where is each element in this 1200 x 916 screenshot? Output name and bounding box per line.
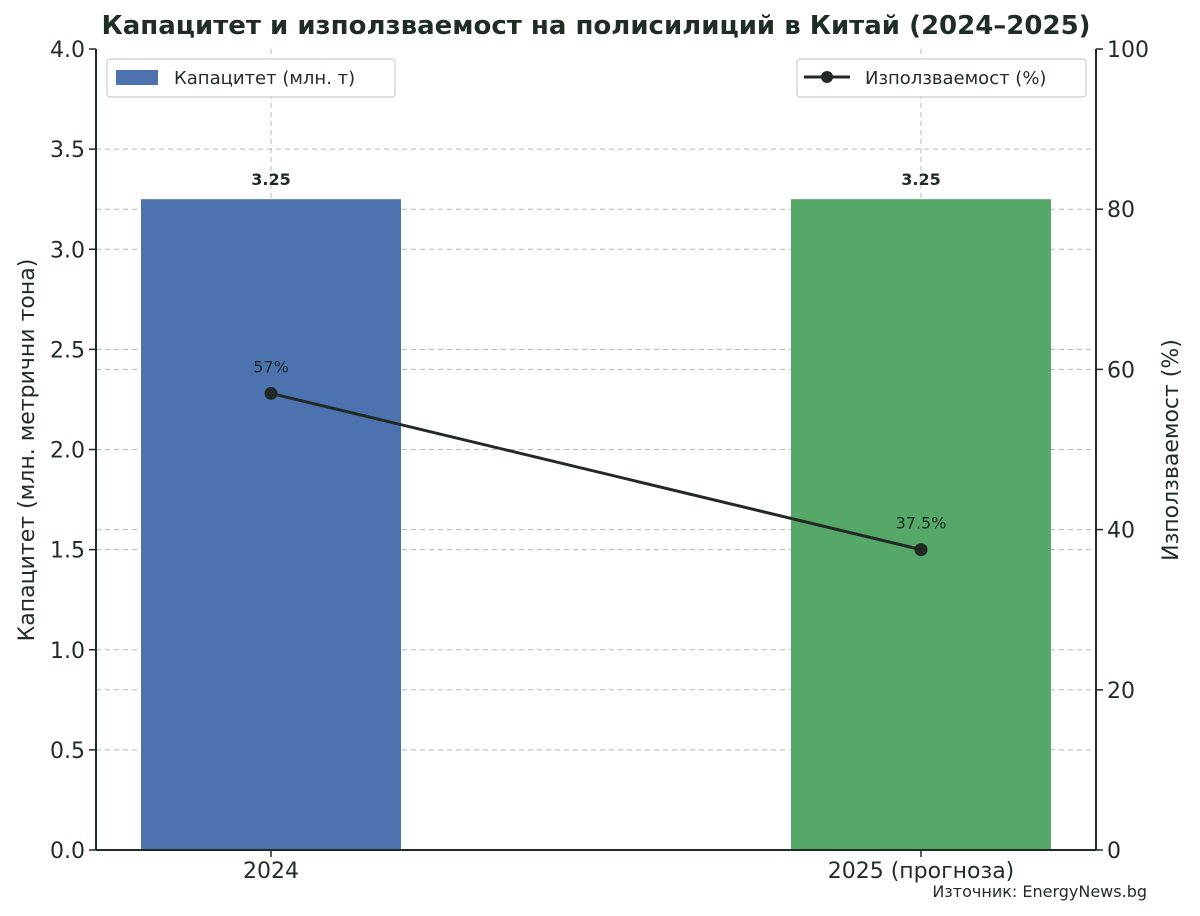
source-note: Източник: EnergyNews.bg	[932, 882, 1147, 901]
y-left-tick-label: 3.0	[50, 238, 85, 263]
legend-line-label: Използваемост (%)	[865, 68, 1046, 89]
bar-value-label: 3.25	[901, 170, 940, 189]
bar-value-label: 3.25	[251, 170, 290, 189]
legend-line-marker	[821, 71, 833, 83]
legend-line-box	[796, 58, 1087, 98]
utilization-point	[914, 543, 928, 557]
y-right-tick-label: 80	[1107, 198, 1135, 223]
y-right-tick-label: 0	[1107, 839, 1121, 864]
utilization-point-label: 37.5%	[896, 514, 947, 533]
y-left-tick-label: 0.5	[50, 739, 85, 764]
y-left-tick-label: 3.5	[50, 138, 85, 163]
y-left-tick-label: 1.0	[50, 639, 85, 664]
y-right-tick-label: 60	[1107, 358, 1135, 383]
legend-bars-box	[106, 58, 396, 98]
bar-2025	[791, 199, 1051, 850]
utilization-line-path	[270, 391, 922, 552]
utilization-line: 57% 37.5%	[253, 357, 947, 557]
y-axis-left-label: Капацитет (млн. метрични тона)	[15, 259, 40, 642]
y-left-tick-label: 0.0	[50, 839, 85, 864]
y-right-tick-label: 20	[1107, 679, 1135, 704]
y-right-tick-label: 100	[1107, 38, 1149, 63]
legend-bars: Капацитет (млн. т)	[106, 58, 396, 98]
y-left-tick-label: 2.0	[50, 439, 85, 464]
x-tick-label: 2025 (прогноза)	[828, 859, 1015, 884]
utilization-point	[264, 386, 278, 400]
legend-bars-label: Капацитет (млн. т)	[174, 68, 355, 89]
utilization-point-label: 57%	[253, 357, 289, 376]
x-tick-label: 2024	[243, 859, 299, 884]
ticks: 0.0 0.5 1.0 1.5 2.0 2.5 3.0 3.5 4.0 0 20 40 60 80 100 2…	[50, 38, 1149, 884]
y-right-tick-label: 40	[1107, 519, 1135, 544]
bars: 3.25 3.25	[141, 170, 1051, 850]
chart-title: Капацитет и използваемост на полисилиций…	[101, 11, 1090, 41]
bar-2024	[141, 199, 401, 850]
y-axis-right-label: Използваемост (%)	[1159, 339, 1184, 561]
y-left-tick-label: 4.0	[50, 38, 85, 63]
y-left-tick-label: 2.5	[50, 338, 85, 363]
legend-bars-swatch	[116, 70, 158, 85]
y-left-tick-label: 1.5	[50, 539, 85, 564]
legend-line: Използваемост (%)	[796, 58, 1087, 98]
